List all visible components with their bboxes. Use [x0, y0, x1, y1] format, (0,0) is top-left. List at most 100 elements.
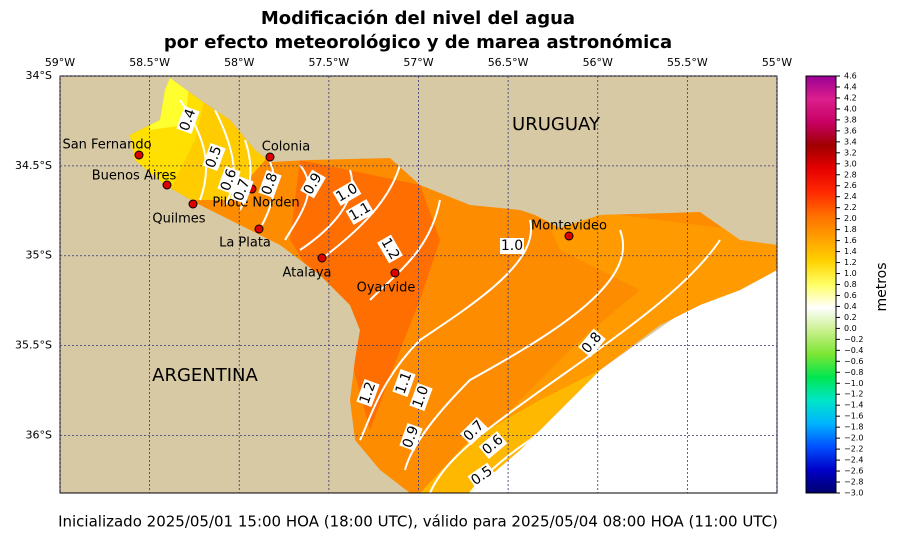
place-label: Oyarvide	[357, 281, 416, 296]
y-tick-label: 36°S	[26, 428, 52, 441]
place-label: Montevideo	[531, 219, 607, 234]
place-label: Quilmes	[152, 212, 205, 227]
station	[390, 268, 400, 278]
contour-label: 0.7	[231, 177, 254, 203]
region-label: URUGUAY	[512, 114, 601, 135]
colorbar-tick-label: 0.2	[844, 313, 857, 322]
colorbar-tick-label: 2.6	[844, 181, 857, 190]
colorbar-tick-label: −0.2	[844, 335, 863, 344]
x-tick-label: 56.5°W	[488, 56, 529, 69]
y-tick-label: 35.5°S	[15, 339, 52, 352]
colorbar-tick-label: −1.6	[844, 412, 863, 421]
contour-label-bg	[230, 175, 254, 205]
station	[188, 199, 198, 209]
place-label: Pilote Norden	[212, 196, 299, 211]
colorbar-tick-label: −0.4	[844, 346, 863, 355]
colorbar-tick-label: −1.0	[844, 379, 863, 388]
colorbar-tick-label: 1.0	[844, 269, 857, 278]
x-tick-label: 57.5°W	[308, 56, 349, 69]
colorbar-tick-label: 0.0	[844, 324, 857, 333]
colorbar-label: metros	[874, 262, 890, 311]
station	[317, 253, 327, 263]
contour-label: 1.1	[393, 370, 416, 396]
colorbar-tick-label: 2.0	[844, 214, 857, 223]
colorbar-tick-label: −2.0	[844, 434, 863, 443]
place-label: Atalaya	[283, 266, 332, 281]
stations	[134, 150, 574, 278]
contour-label-bg	[500, 238, 524, 254]
colorbar-tick-label: 0.8	[844, 280, 857, 289]
x-tick-label: 55.5°W	[667, 56, 708, 69]
contour-label: 1.0	[501, 238, 523, 254]
colorbar-tick-label: 2.2	[844, 203, 857, 212]
title-line: por efecto meteorológico y de marea astr…	[164, 32, 672, 53]
colorbar-tick-label: 3.6	[844, 126, 857, 135]
colorbar-tick-label: 3.0	[844, 159, 857, 168]
contour-label-bg	[202, 142, 226, 172]
contour-label-bg	[300, 169, 326, 199]
colorbar-tick-label: 4.2	[844, 93, 857, 102]
colorbar-tick-label: −2.2	[844, 445, 863, 454]
colorbar-tick-label: −0.6	[844, 357, 863, 366]
x-tick-label: 58°W	[224, 56, 254, 69]
contour-label: 0.6	[218, 167, 241, 193]
colorbar-tick-label: 3.2	[844, 148, 857, 157]
colorbar	[805, 75, 837, 494]
colorbar-tick-label: 3.4	[844, 137, 857, 146]
contour-label-bg	[356, 378, 380, 408]
colorbar-tick-label: −2.6	[844, 467, 863, 476]
colorbar-tick-label: 4.4	[844, 82, 857, 91]
y-tick-label: 34°S	[26, 69, 52, 82]
contour-label: 1.2	[357, 380, 380, 406]
y-tick-label: 34.5°S	[15, 159, 52, 172]
place-label: Buenos Aires	[92, 169, 177, 184]
colorbar-tick-label: 1.6	[844, 236, 857, 245]
colorbar-tick-label: 3.8	[844, 115, 857, 124]
colorbar-tick-label: −1.2	[844, 390, 863, 399]
contour-label-bg	[478, 431, 508, 459]
x-tick-label: 55°W	[762, 56, 792, 69]
x-tick-label: 57°W	[403, 56, 433, 69]
contour-label-bg	[399, 422, 423, 452]
colorbar-tick-label: 4.6	[844, 72, 857, 81]
contour-label-bg	[467, 462, 497, 490]
colorbar-tick-label: 1.4	[844, 247, 857, 256]
graticule	[59, 75, 778, 493]
colorbar-tick-label: 1.8	[844, 225, 857, 234]
colorbar-tick-label: 0.6	[844, 291, 857, 300]
contour-label-bg	[377, 234, 403, 264]
station	[134, 150, 144, 160]
contour-label-bg	[459, 416, 489, 446]
contour-label: 0.9	[400, 424, 423, 450]
colorbar-tick-label: −2.4	[844, 456, 863, 465]
colorbar-tick-label: 0.4	[844, 302, 857, 311]
y-tick-label: 35°S	[26, 249, 52, 262]
x-tick-label: 59°W	[45, 56, 75, 69]
region-label: ARGENTINA	[152, 365, 258, 386]
colorbar-tick-label: 2.8	[844, 170, 857, 179]
station	[265, 152, 275, 162]
colorbar-tick-label: −1.8	[844, 423, 863, 432]
contour-label-bg	[578, 328, 606, 358]
colorbar-tick-label: 4.0	[844, 104, 857, 113]
footer: Inicializado 2025/05/01 15:00 HOA (18:00…	[58, 513, 778, 531]
colorbar-tick-label: −2.8	[844, 478, 863, 487]
contour-label: 0.8	[259, 171, 282, 197]
colorbar-tick-label: 2.4	[844, 192, 857, 201]
contour-label: 0.5	[203, 144, 226, 170]
station	[564, 231, 574, 241]
place-label: San Fernando	[62, 138, 151, 153]
contour-label-bg	[409, 382, 433, 412]
colorbar-tick-label: −3.0	[844, 489, 863, 498]
contour-label-bg	[176, 105, 200, 135]
contour-label-bg	[345, 199, 375, 225]
station	[162, 180, 172, 190]
contour-label: 1.0	[410, 384, 433, 410]
colorbar-tick-label: −1.4	[844, 401, 863, 410]
contour-label-bg	[392, 368, 416, 398]
contour-label: 0.4	[177, 107, 200, 133]
station	[254, 224, 264, 234]
x-tick-label: 56°W	[583, 56, 613, 69]
colorbar-tick-label: −0.8	[844, 368, 863, 377]
